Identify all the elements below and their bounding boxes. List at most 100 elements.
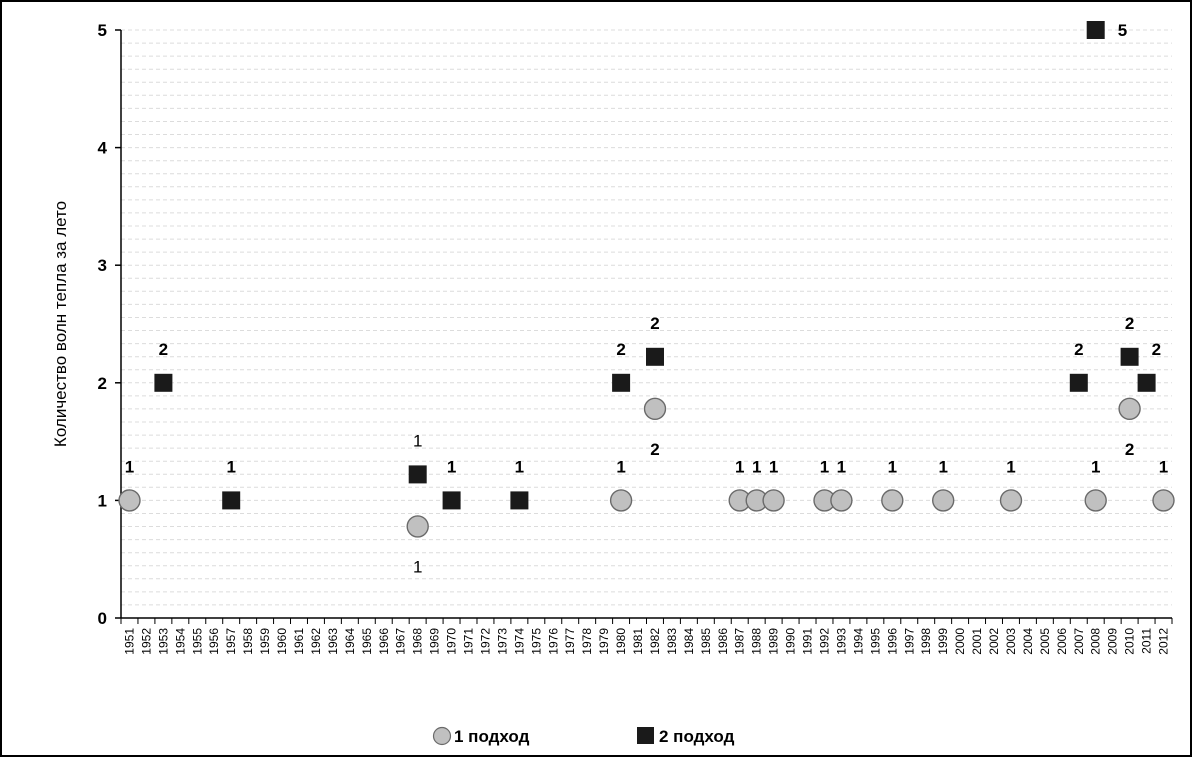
point-square-2010 (1120, 347, 1139, 366)
x-tick-label: 1963 (326, 628, 340, 655)
point-circle-1982 (643, 397, 667, 420)
data-label-square-1980: 2 (616, 340, 625, 359)
y-tick-label: 5 (98, 21, 107, 40)
x-tick-label: 1951 (123, 628, 137, 655)
data-label-circle-1989: 1 (769, 457, 778, 476)
y-tick-labels: 0 1 2 3 4 5 (98, 21, 108, 628)
data-label-square-1968: 1 (413, 431, 422, 450)
x-tick-label: 1961 (292, 628, 306, 655)
data-label-circle-1988: 1 (752, 457, 761, 476)
data-label-circle-2008: 1 (1091, 457, 1100, 476)
x-tick-label: 2011 (1140, 628, 1154, 654)
legend: 1 подход 2 подход (432, 726, 735, 746)
x-tick-label: 1956 (207, 628, 221, 655)
point-square-2008 (1086, 21, 1105, 39)
point-square-2007 (1069, 373, 1088, 392)
x-tick-label: 1964 (343, 628, 357, 655)
x-tick-label: 1995 (868, 628, 882, 655)
data-label-circle-1987: 1 (735, 457, 744, 476)
x-tick-label: 1962 (309, 628, 323, 655)
x-tick-label: 2000 (953, 628, 967, 655)
data-label-square-2008: 5 (1118, 21, 1127, 40)
data-label-circle-1993: 1 (837, 457, 846, 476)
x-tick-label: 1959 (258, 628, 272, 655)
data-label-circle-1968: 1 (413, 557, 422, 576)
x-tick-label: 1990 (784, 628, 798, 655)
point-square-1980 (612, 373, 631, 392)
y-tick-label: 3 (98, 256, 107, 275)
x-tick-label: 1977 (563, 628, 577, 655)
point-circle-1968 (406, 515, 429, 538)
x-tick-label: 1986 (716, 628, 730, 655)
data-label-circle-1999: 1 (938, 457, 947, 476)
axis-layer (115, 29, 1173, 624)
x-tick-label: 2009 (1106, 628, 1120, 655)
point-square-1957 (222, 491, 241, 510)
x-tick-label: 1972 (479, 628, 493, 655)
x-tick-label: 1979 (597, 628, 611, 655)
point-circle-1999 (932, 489, 955, 512)
point-circle-2008 (1084, 489, 1107, 512)
x-tick-label: 1975 (529, 628, 543, 655)
data-label-circle-1992: 1 (820, 457, 829, 476)
x-tick-label: 2004 (1021, 628, 1035, 655)
data-label-circle-2010: 2 (1125, 440, 1134, 459)
data-label-circle-1951: 1 (125, 457, 134, 476)
data-label-circle-1980: 1 (616, 457, 625, 476)
x-tick-label: 1983 (665, 628, 679, 655)
x-tick-label: 2001 (970, 628, 984, 655)
point-circle-1980 (609, 489, 633, 512)
point-square-1982 (646, 347, 664, 366)
point-circle-1996 (881, 489, 904, 512)
point-circle-2012 (1152, 489, 1175, 512)
data-label-circle-1982: 2 (650, 440, 659, 459)
x-tick-label: 1955 (190, 628, 204, 655)
x-tick-label: 1976 (546, 628, 560, 655)
x-tick-label: 1989 (767, 628, 781, 655)
x-tick-label: 1994 (851, 628, 865, 655)
data-label-square-2007: 2 (1074, 340, 1083, 359)
point-circle-1989 (762, 489, 785, 512)
x-tick-label: 1997 (902, 628, 916, 655)
y-tick-label: 1 (98, 491, 107, 510)
data-label-square-1974: 1 (515, 457, 524, 476)
x-tick-label: 1984 (682, 628, 696, 655)
x-tick-label: 1973 (495, 628, 509, 655)
x-tick-label: 1970 (445, 628, 459, 655)
point-circle-1951 (118, 489, 141, 512)
x-tick-label: 2002 (987, 628, 1001, 655)
points-layer (118, 21, 1175, 538)
x-tick-label: 2008 (1089, 628, 1103, 655)
x-tick-label: 1965 (360, 628, 374, 655)
point-square-1968 (408, 465, 427, 484)
x-tick-label: 1993 (834, 628, 848, 655)
x-tick-label: 1971 (462, 628, 476, 655)
x-tick-label: 1960 (275, 628, 289, 655)
x-tick-label: 1988 (750, 628, 764, 655)
legend-item-2: 2 подход (637, 727, 735, 746)
x-tick-label: 2003 (1004, 628, 1018, 655)
x-tick-label: 1982 (648, 628, 662, 655)
point-square-1970 (442, 491, 461, 510)
x-tick-label: 1968 (411, 628, 425, 655)
legend-marker-circle (432, 726, 452, 746)
y-axis-title: Количество волн тепла за лето (51, 201, 70, 447)
x-tick-label: 1998 (919, 628, 933, 655)
x-tick-label: 2006 (1055, 628, 1069, 655)
x-tick-label: 1985 (699, 628, 713, 655)
x-tick-label: 1981 (631, 628, 645, 655)
x-tick-label: 1978 (580, 628, 594, 655)
legend-marker-square (637, 727, 654, 744)
x-tick-label: 1991 (801, 628, 815, 655)
x-tick-label: 1957 (224, 628, 238, 655)
x-tick-label: 2005 (1038, 628, 1052, 655)
data-label-square-1953: 2 (159, 340, 168, 359)
point-square-1953 (154, 373, 173, 392)
legend-label-2: 2 подход (659, 727, 735, 746)
x-tick-label: 1996 (885, 628, 899, 655)
x-tick-label: 1980 (614, 628, 628, 655)
y-tick-label: 4 (98, 139, 108, 158)
